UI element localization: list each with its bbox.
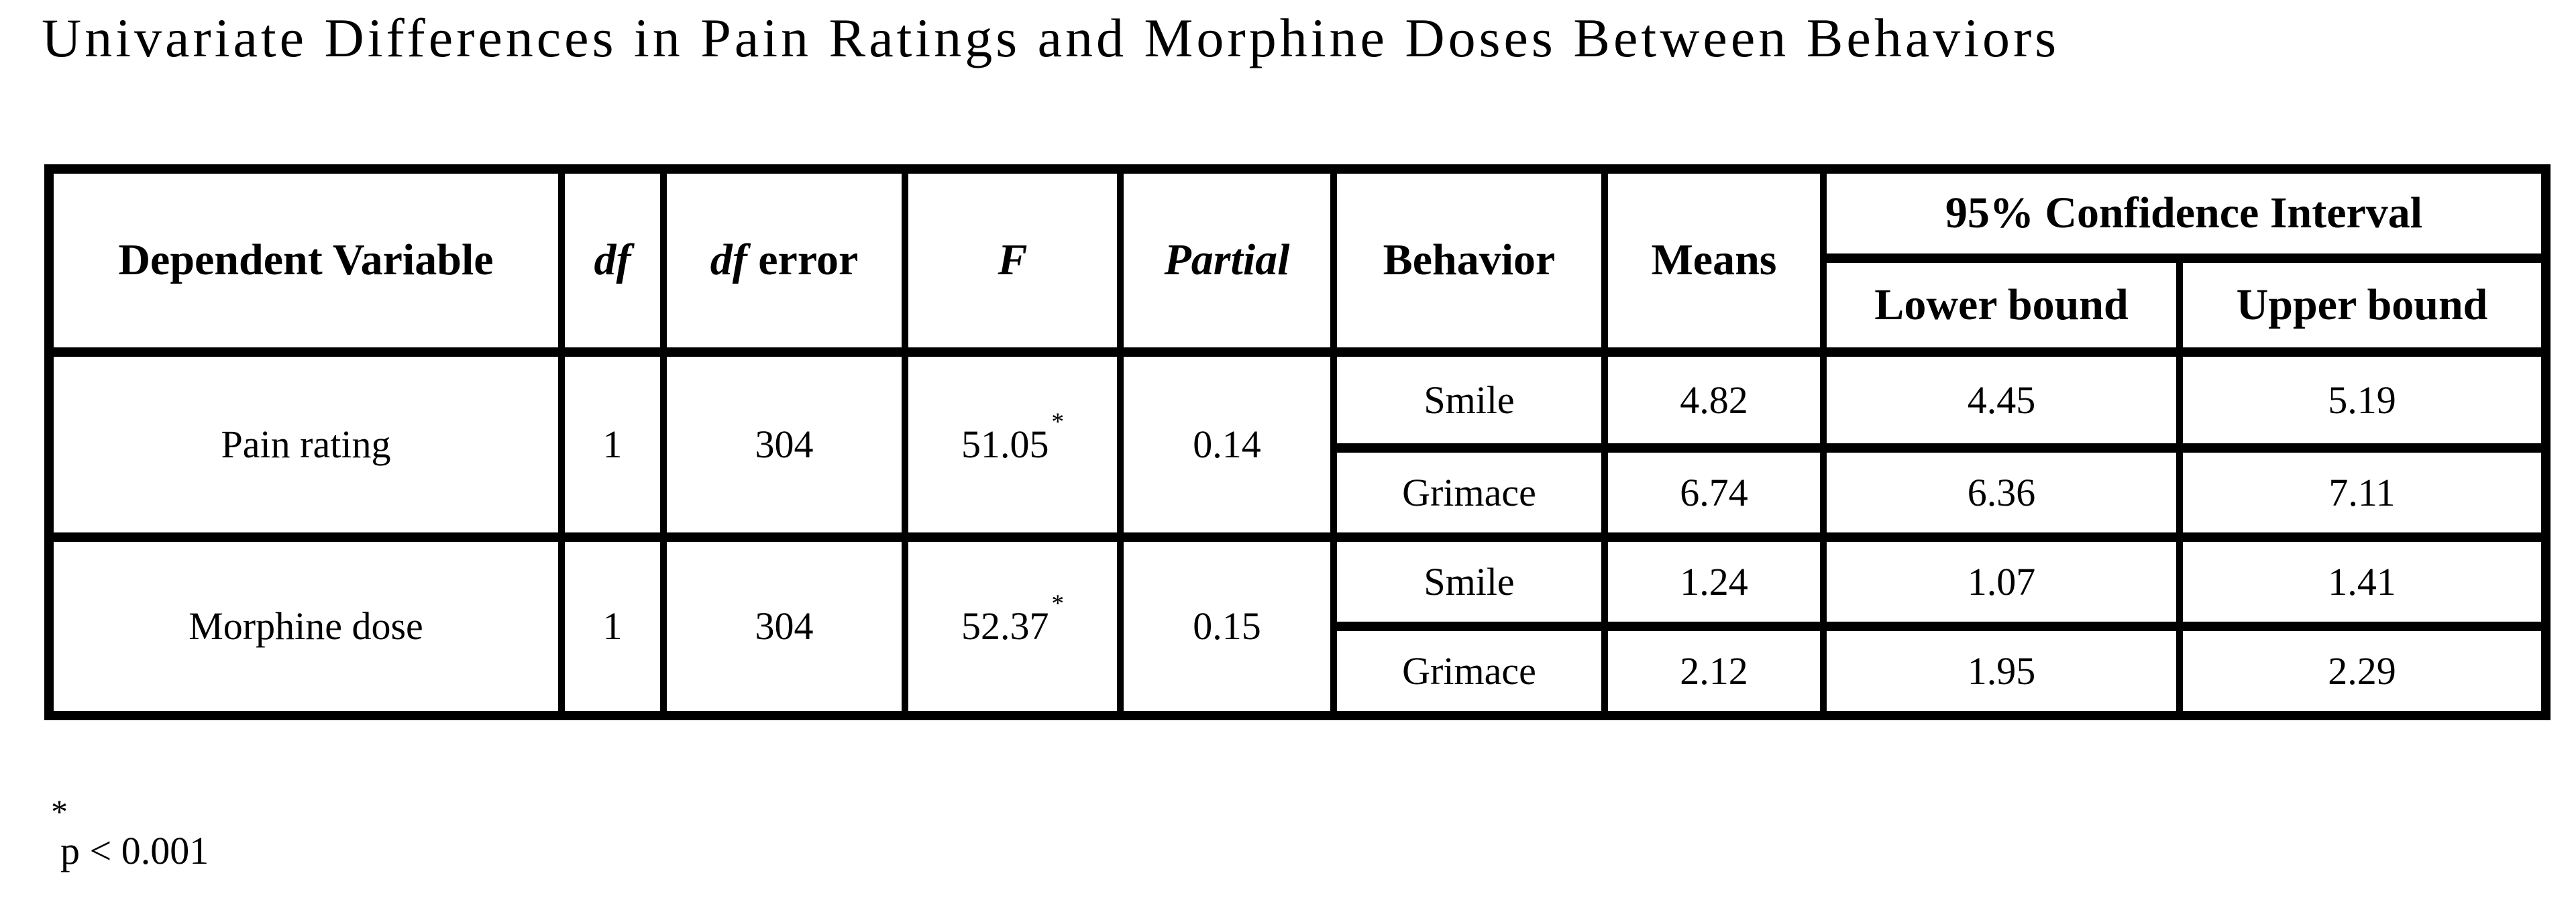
cell-behavior: Grimace: [1330, 443, 1608, 542]
row-pain-rating-smile: Pain rating 1 304 51.05* 0.14 Smile 4.82…: [46, 347, 2549, 542]
df-error-italic-part: df: [710, 235, 747, 285]
cell-upper-bound: 7.11: [2176, 443, 2549, 542]
cell-means: 2.12: [1601, 622, 1827, 720]
cell-pain-rating-partial: 0.14: [1117, 347, 1337, 542]
cell-upper-bound: 5.19: [2176, 347, 2549, 453]
col-header-upper-bound: Upper bound: [2176, 253, 2549, 357]
cell-means: 4.82: [1601, 347, 1827, 453]
univariate-differences-table: Dependent Variable df df error F Partial…: [44, 164, 2551, 720]
cell-pain-rating-df-error: 304: [660, 347, 908, 542]
cell-morphine-dose-variable: Morphine dose: [46, 532, 565, 720]
morphine-dose-significance-asterisk: *: [1051, 590, 1065, 618]
col-header-lower-bound: Lower bound: [1820, 253, 2183, 357]
header-row-bounds: Lower bound Upper bound: [49, 253, 2549, 357]
cell-upper-bound: 2.29: [2176, 622, 2549, 720]
col-header-df: df: [558, 164, 667, 357]
col-header-f: F: [902, 164, 1124, 357]
cell-means: 6.74: [1601, 443, 1827, 542]
footnote-asterisk: *: [51, 793, 68, 830]
cell-lower-bound: 1.95: [1820, 622, 2183, 720]
cell-lower-bound: 1.07: [1820, 532, 2183, 631]
col-header-means: Means: [1601, 164, 1827, 357]
cell-means: 1.24: [1601, 532, 1827, 631]
row-morphine-dose-grimace: Grimace 2.12 1.95 2.29: [49, 622, 2549, 720]
col-header-dependent-variable: Dependent Variable: [46, 164, 565, 357]
morphine-dose-f-value: 52.37: [961, 604, 1049, 648]
header-row-top: Dependent Variable df df error F Partial…: [46, 164, 2549, 357]
cell-lower-bound: 6.36: [1820, 443, 2183, 542]
col-header-confidence-interval: 95% Confidence Interval: [1820, 164, 2549, 263]
col-header-partial: Partial: [1117, 164, 1337, 357]
table-title: Univariate Differences in Pain Ratings a…: [42, 7, 2060, 68]
cell-behavior: Smile: [1330, 532, 1608, 631]
cell-morphine-dose-df: 1: [558, 532, 667, 720]
pain-rating-significance-asterisk: *: [1051, 408, 1065, 437]
footnote-text: p < 0.001: [60, 829, 209, 872]
footnote: * p < 0.001: [50, 795, 209, 872]
cell-pain-rating-f: 51.05*: [902, 347, 1124, 542]
cell-behavior: Smile: [1330, 347, 1608, 453]
cell-morphine-dose-partial: 0.15: [1117, 532, 1337, 720]
col-header-df-error: df error: [660, 164, 908, 357]
col-header-behavior: Behavior: [1330, 164, 1608, 357]
cell-behavior: Grimace: [1330, 622, 1608, 720]
cell-lower-bound: 4.45: [1820, 347, 2183, 453]
row-morphine-dose-smile: Morphine dose 1 304 52.37* 0.15 Smile 1.…: [46, 532, 2549, 720]
cell-pain-rating-variable: Pain rating: [46, 347, 565, 542]
cell-pain-rating-df: 1: [558, 347, 667, 542]
pain-rating-f-value: 51.05: [961, 422, 1049, 467]
cell-morphine-dose-f: 52.37*: [902, 532, 1124, 720]
df-error-plain-part: error: [758, 235, 859, 285]
cell-upper-bound: 1.41: [2176, 532, 2549, 631]
cell-morphine-dose-df-error: 304: [660, 532, 908, 720]
row-pain-rating-grimace: Grimace 6.74 6.36 7.11: [49, 443, 2549, 542]
